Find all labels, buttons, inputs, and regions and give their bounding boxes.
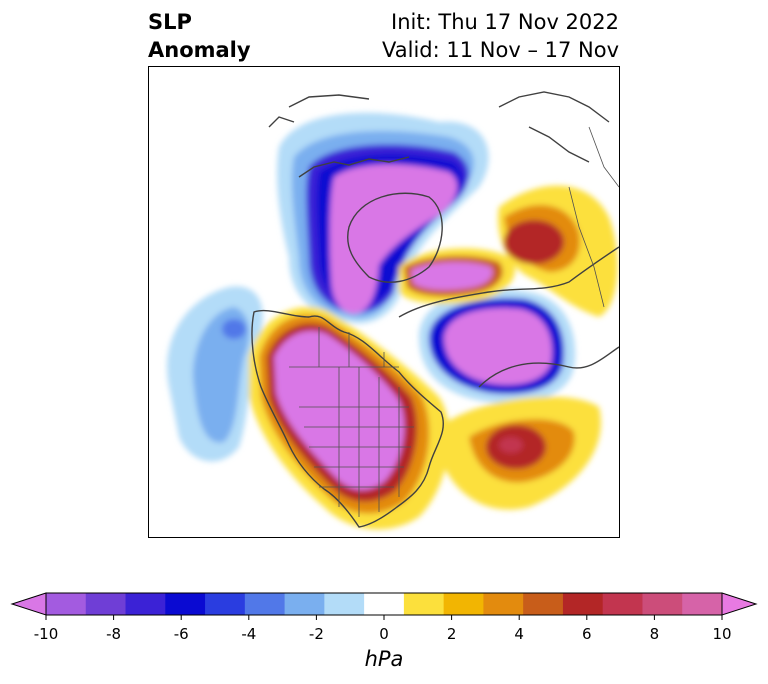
coastline-layer: [251, 91, 619, 528]
colorbar-tick-label: -6: [173, 625, 189, 643]
chart-title: SLP Anomaly: [148, 8, 251, 64]
colorbar-tick-label: -4: [241, 625, 257, 643]
us-state-borders: [299, 367, 414, 517]
colorbar-bin: [602, 593, 643, 615]
colorbar-bin: [205, 593, 246, 615]
colorbar-under-triangle: [10, 592, 47, 616]
colorbar-bin: [642, 593, 683, 615]
colorbar-tick-label: 8: [649, 625, 660, 643]
slp-anomaly-map: [148, 66, 620, 538]
colorbar-tick-label: 10: [712, 625, 732, 643]
eurasia-coast: [398, 246, 619, 388]
colorbar-bin: [324, 593, 365, 615]
colorbar-tick-label: 0: [379, 625, 389, 643]
init-date-label: Init: Thu 17 Nov 2022: [391, 10, 619, 34]
valid-range-label: Valid: 11 Nov – 17 Nov: [382, 38, 619, 62]
colorbar-bin: [85, 593, 127, 615]
anomaly-fill-layer: [149, 112, 618, 530]
colorbar-bin: [364, 593, 405, 615]
colorbar-bin: [523, 593, 564, 615]
colorbar-over-triangle: [721, 592, 758, 616]
state-border-layer: [289, 126, 619, 517]
colorbar-tick-label: 6: [582, 625, 592, 643]
colorbar-bin: [562, 593, 604, 615]
arctic-low-core: [329, 164, 458, 314]
colorbar-tick-label: -8: [106, 625, 122, 643]
siberian-low-core: [444, 307, 552, 385]
colorbar-ticks: [45, 615, 723, 620]
colorbar-unit-label: hPa: [364, 647, 404, 671]
north-pacific-low-mid: [193, 307, 250, 443]
forecast-dates: Init: Thu 17 Nov 2022 Valid: 11 Nov – 17…: [382, 8, 619, 64]
title-line-1: SLP: [148, 10, 192, 34]
colorbar-bin: [682, 593, 723, 615]
colorbar-tick-label: -2: [308, 625, 324, 643]
map-svg: [149, 91, 619, 530]
colorbar-bin: [284, 593, 325, 615]
colorbar-bin: [46, 593, 87, 615]
russia-borders: [568, 126, 619, 308]
colorbar-bin: [244, 593, 286, 615]
barents-high-core: [411, 261, 493, 291]
greenland-coast: [347, 192, 443, 283]
white-gap: [149, 287, 161, 322]
title-line-2: Anomaly: [148, 38, 251, 62]
north-america-coast: [251, 309, 444, 528]
colorbar: [10, 592, 758, 620]
colorbar-bin: [483, 593, 524, 615]
colorbar-tick-label: -10: [33, 625, 59, 643]
colorbar-bins: [46, 593, 723, 615]
colorbar-bin: [125, 593, 166, 615]
colorbar-tick-label: 4: [514, 625, 524, 643]
colorbar-tick-label: 2: [446, 625, 457, 643]
colorbar-bin: [165, 593, 206, 615]
north-pacific-low-core: [222, 319, 246, 339]
colorbar-bin: [443, 593, 484, 615]
colorbar-bin: [403, 593, 445, 615]
north-atlantic-high-peak: [499, 437, 523, 453]
arctic-islands-coast: [268, 94, 410, 178]
europe-coast: [498, 91, 610, 163]
canada-province-borders: [289, 327, 399, 368]
russia-high-core: [504, 220, 564, 264]
